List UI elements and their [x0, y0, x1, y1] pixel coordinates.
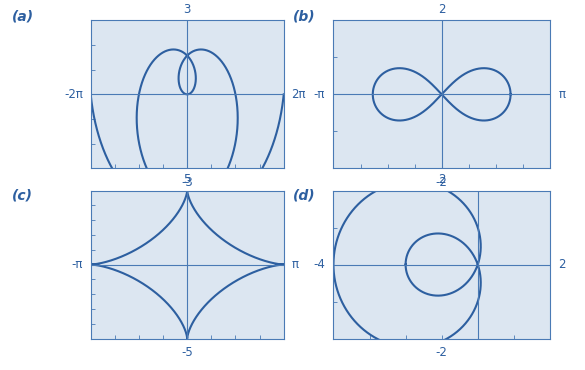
Text: (a): (a) — [12, 9, 34, 23]
Text: -4: -4 — [313, 258, 325, 271]
Text: π: π — [559, 88, 566, 101]
Text: (b): (b) — [292, 9, 315, 23]
Text: 3: 3 — [184, 3, 191, 16]
Text: -π: -π — [71, 258, 83, 271]
Text: -2: -2 — [436, 176, 448, 189]
Text: 2: 2 — [438, 173, 445, 186]
Text: π: π — [291, 258, 298, 271]
Text: -3: -3 — [181, 176, 193, 189]
Text: -π: -π — [314, 88, 325, 101]
Text: 2: 2 — [559, 258, 566, 271]
Text: 5: 5 — [184, 173, 191, 186]
Text: 2: 2 — [438, 3, 445, 16]
Text: (d): (d) — [292, 189, 315, 203]
Text: -2π: -2π — [64, 88, 83, 101]
Text: (c): (c) — [12, 189, 33, 203]
Text: -2: -2 — [436, 346, 448, 359]
Text: 2π: 2π — [291, 88, 306, 101]
Text: -5: -5 — [181, 346, 193, 359]
